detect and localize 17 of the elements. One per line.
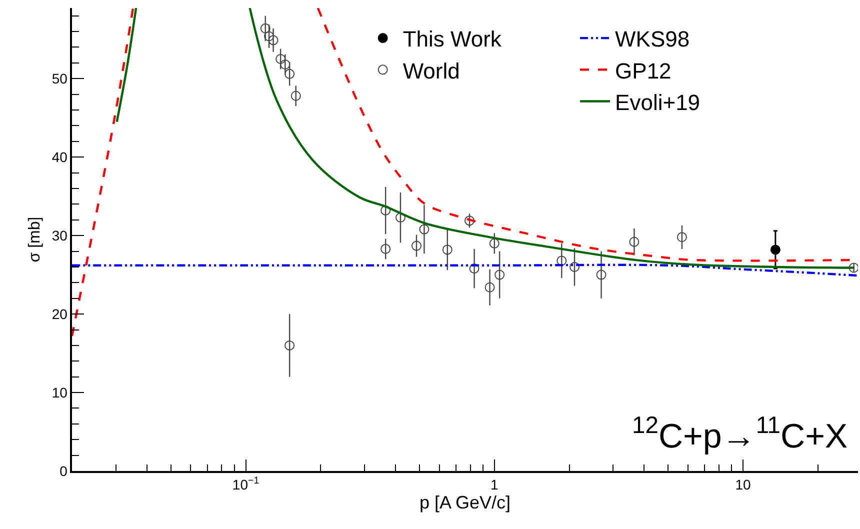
y-tick-label: 50 [52, 70, 68, 87]
x-tick-label: 10 [735, 476, 752, 493]
x-tick-label: 1 [490, 476, 499, 493]
y-tick-label: 10 [52, 384, 68, 400]
legend-label: Evoli+19 [615, 90, 700, 115]
x-tick-label: 10$^{−1}$ [232, 476, 260, 493]
y-tick-label: 30 [52, 227, 68, 244]
annotation: $^{12}$C+p→$^{11}$C+X [632, 412, 848, 456]
legend-label: This Work [402, 26, 502, 52]
x-axis-title: p [A GeV/c] [419, 492, 511, 513]
legend-label: WKS98 [615, 26, 690, 52]
legend-label: GP12 [615, 58, 672, 84]
y-tick-label: 20 [52, 306, 68, 322]
y-tick-label: 0 [60, 462, 68, 479]
y-axis-title: σ [mb] [26, 216, 44, 262]
legend-label: World [402, 58, 460, 84]
y-tick-label: 40 [52, 149, 68, 165]
